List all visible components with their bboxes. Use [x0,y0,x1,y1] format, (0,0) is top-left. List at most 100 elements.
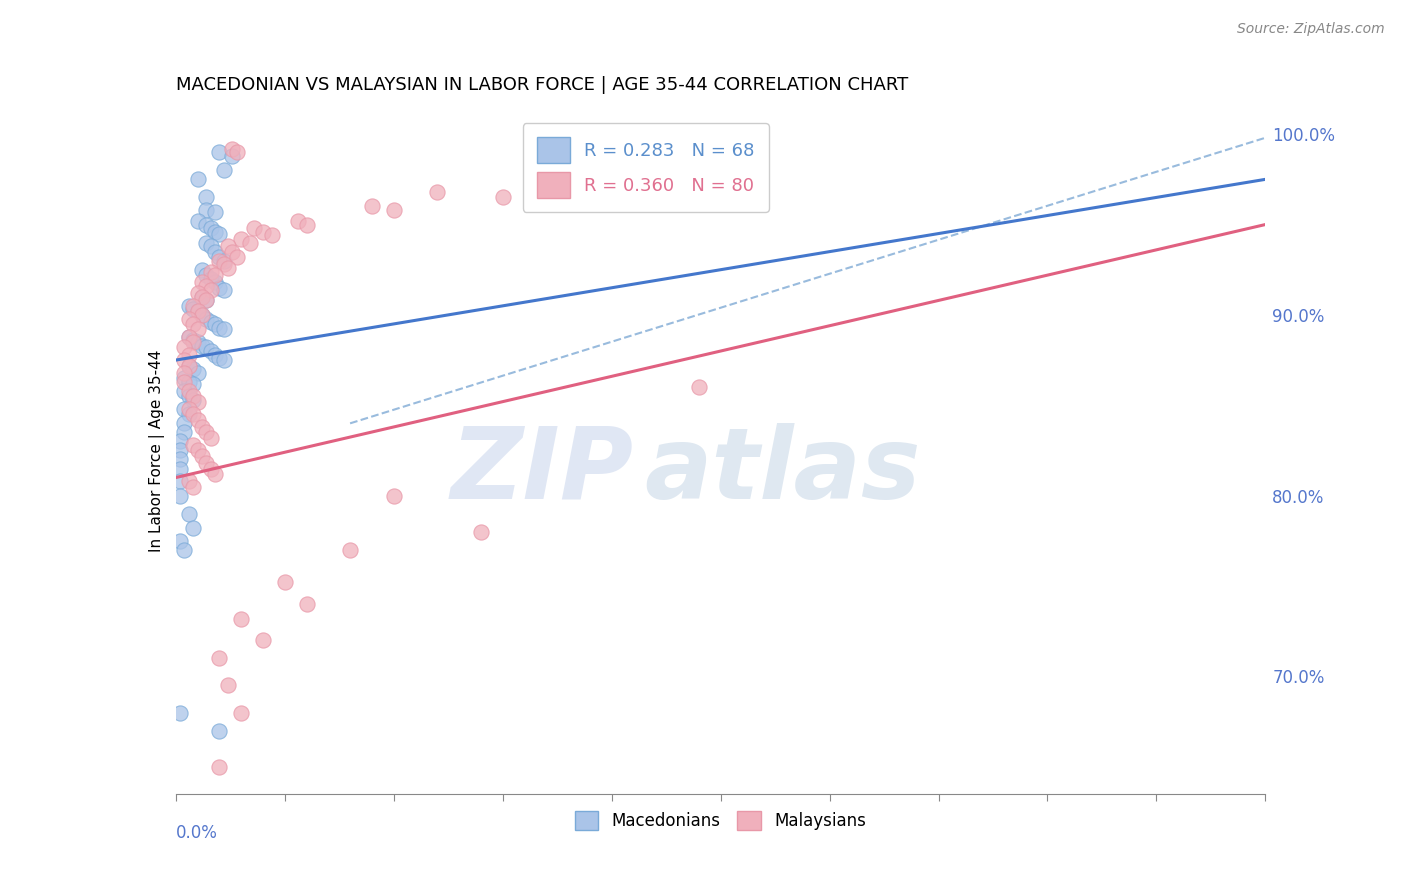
Point [208,760,231,774]
Point [212,322,235,336]
Point [212,163,235,178]
Point [181,299,204,313]
Point [360,199,382,213]
Point [173,353,195,368]
Point [173,542,195,557]
Point [177,407,200,421]
Point [181,317,204,331]
Point [217,678,239,692]
Point [287,214,309,228]
Point [191,308,214,322]
Point [173,340,195,354]
Point [173,417,195,431]
Point [177,375,200,389]
Point [557,167,579,181]
Point [177,299,200,313]
Point [208,253,231,268]
Point [181,362,204,376]
Point [173,401,195,416]
Point [600,130,623,145]
Point [200,221,222,235]
Point [195,340,218,354]
Point [252,225,274,239]
Point [181,521,204,535]
Point [239,235,262,250]
Point [204,268,226,282]
Point [231,706,253,720]
Point [208,227,231,241]
Point [173,371,195,385]
Y-axis label: In Labor Force | Age 35-44: In Labor Force | Age 35-44 [149,350,165,551]
Point [200,264,222,278]
Point [195,425,218,440]
Point [195,293,218,308]
Point [173,425,195,440]
Point [186,286,209,301]
Point [169,474,191,488]
Point [204,317,226,331]
Point [173,375,195,389]
Point [177,474,200,488]
Point [204,276,226,290]
Point [173,384,195,398]
Point [169,706,191,720]
Point [191,338,214,352]
Point [177,507,200,521]
Point [243,221,266,235]
Point [191,449,214,463]
Point [221,796,243,810]
Point [212,283,235,297]
Point [181,407,204,421]
Point [200,344,222,359]
Point [295,218,318,232]
Point [169,489,191,503]
Point [191,276,214,290]
Point [225,145,247,160]
Point [217,239,239,253]
Point [191,262,214,277]
Point [200,431,222,445]
Point [225,250,247,264]
Point [195,235,218,250]
Point [470,524,492,539]
Point [200,461,222,475]
Point [208,651,231,665]
Point [177,401,200,416]
Point [204,244,226,259]
Point [195,202,218,217]
Point [208,281,231,295]
Point [212,253,235,268]
Point [173,366,195,380]
Point [688,380,710,394]
Point [204,205,226,219]
Point [177,348,200,362]
Point [181,438,204,452]
Point [252,633,274,648]
Point [221,149,243,163]
Point [186,334,209,349]
Point [186,304,209,318]
Point [208,723,231,738]
Point [186,214,209,228]
Point [204,467,226,481]
Text: atlas: atlas [644,423,921,519]
Point [208,351,231,366]
Point [186,443,209,458]
Point [208,250,231,264]
Point [181,389,204,403]
Point [492,190,515,204]
Point [181,333,204,347]
Point [177,311,200,326]
Point [186,172,209,186]
Point [208,145,231,160]
Point [212,353,235,368]
Point [195,268,218,282]
Point [195,190,218,204]
Point [181,302,204,317]
Point [260,228,283,243]
Point [181,392,204,407]
Point [221,142,243,156]
Point [177,359,200,373]
Text: Source: ZipAtlas.com: Source: ZipAtlas.com [1237,22,1385,37]
Point [186,322,209,336]
